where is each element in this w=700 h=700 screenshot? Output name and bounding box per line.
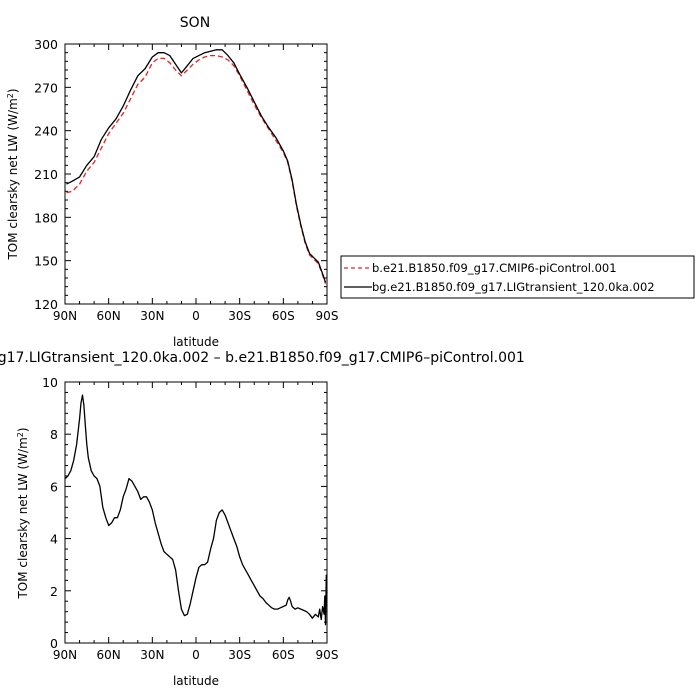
legend: b.e21.B1850.f09_g17.CMIP6-piControl.001 …: [340, 255, 695, 299]
y-tick-label: 120: [34, 297, 58, 312]
top-y-axis-label: TOM clearsky net LW (W/m2): [6, 88, 21, 260]
top-series-group: [66, 49, 327, 285]
y-tick-label: 240: [34, 124, 58, 139]
x-tick-label: 30N: [140, 309, 164, 323]
bottom-y-axis-label: TOM clearsky net LW (W/m2): [16, 427, 31, 599]
y-tick-label: 300: [34, 37, 58, 52]
x-tick-label: 0: [192, 309, 200, 323]
bottom-chart-title: bg.e21.B1850.f09_g17.LIGtransient_120.0k…: [0, 350, 525, 366]
top-plot-frame: [64, 43, 328, 305]
bottom-axis-ticks: 90N 60N 30N 0 30S 60S 90S 0 2 4 6 8 10: [42, 375, 338, 662]
x-tick-label: 0: [192, 648, 200, 662]
x-tick-label: 60S: [272, 309, 295, 323]
x-tick-label: 90S: [316, 648, 339, 662]
bottom-y-axis-label-superscript: 2: [16, 432, 25, 437]
top-panel: SON 90N 60N 30N 0 30S 60S 90S 120 150 180 210 240 27…: [6, 15, 339, 349]
y-tick-label: 0: [50, 636, 58, 651]
bottom-panel: bg.e21.B1850.f09_g17.LIGtransient_120.0k…: [0, 350, 525, 688]
x-tick-label: 90N: [53, 309, 77, 323]
x-tick-label: 60S: [272, 648, 295, 662]
y-tick-label: 10: [42, 375, 58, 390]
y-tick-label: 270: [34, 80, 58, 95]
x-tick-label: 30S: [228, 309, 251, 323]
y-tick-label: 8: [50, 427, 58, 442]
top-chart-title: SON: [180, 15, 210, 31]
x-tick-label: 30N: [140, 648, 164, 662]
series-line-1: [66, 49, 327, 283]
series-line-0: [66, 54, 327, 285]
x-tick-label: 30S: [228, 648, 251, 662]
bottom-x-axis-label: latitude: [173, 674, 219, 688]
y-tick-label: 180: [34, 210, 58, 225]
x-tick-label: 90S: [316, 309, 339, 323]
legend-label-ligtransient: bg.e21.B1850.f09_g17.LIGtransient_120.0k…: [372, 280, 655, 294]
top-x-axis-label: latitude: [173, 335, 219, 349]
bottom-series-group: [64, 394, 328, 626]
y-tick-label: 4: [50, 532, 58, 547]
legend-label-picontrol: b.e21.B1850.f09_g17.CMIP6-piControl.001: [372, 261, 617, 275]
legend-box: [340, 255, 695, 299]
y-tick-label: 6: [50, 479, 58, 494]
top-y-axis-label-superscript: 2: [6, 93, 15, 98]
y-tick-label: 2: [50, 584, 58, 599]
top-axis-ticks: 90N 60N 30N 0 30S 60S 90S 120 150 180 210 240 270 300: [34, 37, 338, 323]
series-line-0: [64, 394, 328, 626]
x-tick-label: 90N: [53, 648, 77, 662]
y-tick-label: 210: [34, 167, 58, 182]
y-tick-label: 150: [34, 254, 58, 269]
x-tick-label: 60N: [97, 309, 121, 323]
x-tick-label: 60N: [97, 648, 121, 662]
